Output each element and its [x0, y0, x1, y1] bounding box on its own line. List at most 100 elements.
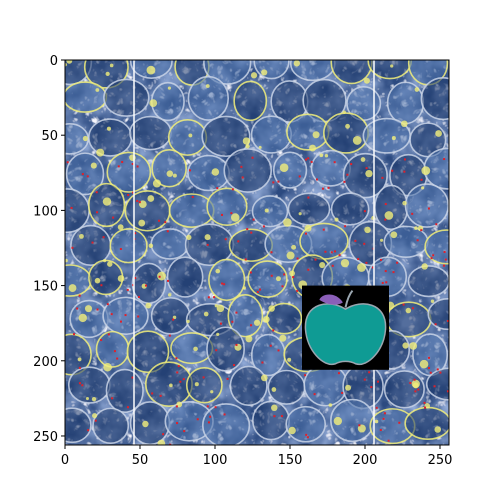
- red-speck: [314, 258, 317, 261]
- highlight-speck: [194, 382, 199, 387]
- red-speck: [131, 162, 134, 165]
- highlight-speck: [82, 135, 89, 142]
- red-speck: [296, 289, 299, 292]
- highlight-speck: [186, 319, 190, 324]
- red-speck: [230, 212, 233, 215]
- red-speck: [414, 390, 417, 393]
- scale-cell: [286, 113, 330, 151]
- red-speck: [272, 181, 275, 184]
- red-speck: [136, 165, 139, 168]
- highlight-speck: [106, 126, 111, 131]
- red-speck: [121, 160, 124, 163]
- red-speck: [443, 250, 446, 253]
- highlight-speck: [92, 413, 98, 419]
- scale-cell: [233, 80, 268, 122]
- highlight-speck: [210, 390, 214, 394]
- red-speck: [169, 443, 172, 445]
- highlight-speck: [391, 136, 396, 141]
- red-speck: [363, 210, 366, 213]
- scale-cell: [185, 367, 223, 404]
- red-speck: [106, 303, 109, 306]
- red-speck: [434, 323, 437, 326]
- scale-cell: [247, 260, 288, 298]
- highlight-speck: [66, 60, 73, 64]
- red-speck: [384, 218, 387, 221]
- red-speck: [191, 195, 194, 198]
- red-speck: [402, 303, 405, 306]
- highlight-speck: [149, 99, 158, 107]
- highlight-speck: [103, 259, 107, 263]
- red-speck: [416, 239, 419, 242]
- highlight-speck: [186, 234, 192, 241]
- red-speck: [202, 376, 205, 379]
- highlight-speck: [147, 195, 155, 202]
- highlight-speck: [138, 200, 147, 209]
- red-speck: [357, 258, 360, 261]
- highlight-speck: [390, 231, 398, 239]
- highlight-speck: [357, 263, 366, 272]
- red-speck: [78, 366, 81, 369]
- red-speck: [334, 250, 337, 253]
- red-speck: [166, 279, 169, 282]
- red-speck: [132, 191, 135, 194]
- red-speck: [116, 357, 119, 360]
- red-speck: [209, 415, 212, 418]
- red-speck: [363, 242, 366, 245]
- highlight-speck: [401, 120, 408, 128]
- red-speck: [343, 180, 346, 183]
- scale-cell: [103, 78, 150, 117]
- highlight-speck: [412, 382, 419, 389]
- scale-cell: [427, 298, 449, 331]
- red-speck: [131, 376, 134, 379]
- red-speck: [214, 406, 217, 409]
- red-speck: [270, 274, 273, 277]
- red-speck: [231, 188, 234, 191]
- red-speck: [277, 349, 280, 352]
- red-speck: [73, 333, 76, 336]
- apple-patch: [302, 285, 389, 370]
- highlight-speck: [215, 268, 221, 274]
- red-speck: [100, 339, 103, 342]
- scale-cell: [272, 151, 308, 189]
- red-speck: [249, 271, 252, 274]
- highlight-speck: [117, 224, 124, 231]
- red-speck: [306, 436, 309, 439]
- highlight-speck: [289, 270, 295, 277]
- red-speck: [137, 295, 140, 298]
- scale-pattern: [65, 60, 449, 445]
- red-speck: [166, 230, 169, 233]
- red-speck: [259, 288, 262, 291]
- red-speck: [377, 380, 380, 383]
- y-tick-label: 100: [33, 204, 58, 219]
- scale-cell: [109, 228, 148, 264]
- red-speck: [341, 391, 344, 394]
- red-speck: [223, 413, 226, 416]
- highlight-speck: [65, 258, 68, 263]
- red-speck: [112, 216, 115, 219]
- red-speck: [269, 344, 272, 347]
- red-speck: [226, 377, 229, 380]
- highlight-speck: [271, 387, 277, 392]
- red-speck: [337, 372, 340, 375]
- red-speck: [158, 275, 161, 278]
- highlight-speck: [103, 362, 112, 372]
- red-speck: [331, 264, 334, 267]
- red-speck: [385, 281, 388, 284]
- red-speck: [305, 433, 308, 436]
- red-speck: [443, 158, 446, 161]
- red-speck: [196, 418, 199, 421]
- highlight-speck: [405, 307, 412, 314]
- scale-cell: [404, 406, 449, 440]
- highlight-speck: [279, 334, 287, 342]
- red-speck: [233, 364, 236, 367]
- red-speck: [333, 161, 336, 164]
- apple-stem-icon: [344, 289, 354, 308]
- highlight-speck: [172, 173, 177, 178]
- scale-cell: [106, 151, 152, 193]
- red-speck: [330, 251, 333, 254]
- red-speck: [273, 415, 276, 418]
- highlight-speck: [283, 218, 292, 227]
- highlight-speck: [146, 65, 156, 75]
- red-speck: [420, 178, 423, 181]
- highlight-speck: [94, 277, 101, 284]
